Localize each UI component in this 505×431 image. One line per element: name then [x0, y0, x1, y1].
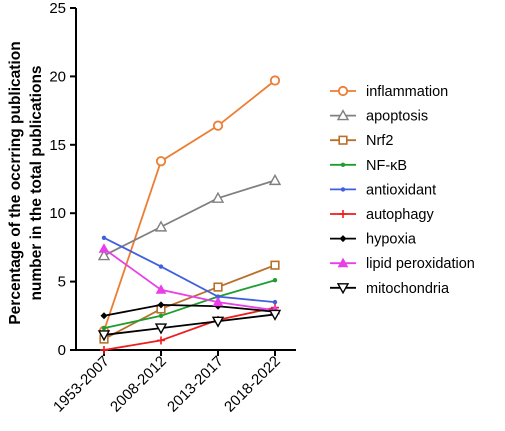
legend-label: lipid peroxidation — [366, 256, 475, 272]
series-nf-b — [101, 278, 278, 331]
legend-marker — [339, 210, 347, 218]
y-axis-label-line-1: Percentage of the occrring publication — [7, 41, 24, 324]
y-tick-label: 15 — [49, 137, 66, 154]
legend-item: apoptosis — [330, 109, 428, 125]
data-point — [268, 309, 282, 321]
data-point — [154, 323, 168, 335]
series-layer — [97, 75, 282, 354]
series-line — [103, 313, 276, 336]
series-line — [103, 303, 276, 317]
legend-item: NF-κB — [330, 158, 407, 174]
data-point — [155, 284, 167, 294]
series-apoptosis — [97, 173, 282, 261]
data-point — [97, 330, 111, 342]
series-line — [103, 179, 276, 257]
legend-marker — [340, 162, 346, 167]
data-point — [212, 120, 224, 131]
data-point — [270, 260, 280, 270]
data-point — [269, 75, 281, 86]
series-lipid-peroxidation — [98, 243, 281, 315]
legend-marker — [337, 257, 349, 268]
legend-label: NF-κB — [366, 158, 407, 174]
y-axis-label: Percentage of the occrring publication n… — [7, 41, 45, 324]
legend-label: hypoxia — [366, 232, 417, 248]
legend-label: inflammation — [366, 84, 448, 100]
series-antioxidant — [101, 235, 278, 305]
legend-item: Nrf2 — [330, 133, 393, 149]
series-mitochondria — [97, 309, 282, 342]
y-tick-label: 0 — [58, 342, 66, 359]
y-tick-label: 10 — [49, 205, 66, 222]
legend-label: antioxidant — [366, 182, 436, 198]
legend-item: lipid peroxidation — [330, 256, 475, 272]
legend: inflammation apoptosis Nrf2 NF-κB antioxidan… — [330, 84, 475, 297]
data-point — [157, 336, 165, 345]
data-point — [211, 316, 225, 328]
y-tick-label: 5 — [58, 274, 66, 291]
data-point — [272, 278, 278, 283]
data-point — [100, 346, 108, 354]
legend-marker — [340, 187, 346, 192]
data-point — [211, 191, 225, 203]
legend-item: mitochondria — [330, 281, 450, 297]
x-tick-label: 2018-2022 — [221, 353, 284, 416]
data-point — [101, 325, 107, 331]
data-point — [158, 313, 164, 318]
data-point — [154, 220, 168, 232]
legend-label: mitochondria — [366, 281, 450, 297]
legend-item: autophagy — [330, 207, 434, 223]
axes: 0 5 10 15 20 25 1953-20072008-20122013-2017201… — [49, 0, 296, 416]
data-point — [100, 312, 108, 320]
legend-item: inflammation — [330, 84, 448, 100]
series-line — [103, 237, 276, 304]
data-point — [212, 296, 224, 307]
data-point — [98, 243, 110, 253]
series-line — [103, 279, 276, 329]
data-point — [213, 282, 223, 292]
data-point — [272, 299, 278, 305]
series-line — [103, 79, 276, 332]
legend-marker — [336, 109, 350, 121]
legend-marker — [338, 135, 348, 145]
data-point — [155, 156, 167, 167]
legend-marker — [339, 235, 347, 243]
data-point — [158, 264, 164, 269]
x-tick-label: 1953-2007 — [50, 353, 113, 416]
legend-marker — [337, 85, 349, 97]
y-tick-label: 25 — [49, 0, 66, 17]
legend-label: Nrf2 — [366, 133, 393, 149]
legend-marker — [336, 283, 350, 295]
series-line — [103, 264, 276, 340]
data-point — [101, 235, 107, 241]
x-tick-label: 2013-2017 — [164, 353, 227, 416]
legend-label: apoptosis — [366, 109, 428, 125]
data-point — [97, 249, 111, 261]
legend-item: antioxidant — [330, 182, 436, 198]
y-axis-label-line-2: number in the total publications — [28, 65, 45, 300]
data-point — [157, 301, 165, 309]
legend-label: autophagy — [366, 207, 434, 223]
y-tick-label: 20 — [49, 68, 66, 85]
data-point — [268, 173, 282, 186]
legend-item: hypoxia — [330, 232, 417, 248]
series-line — [103, 248, 276, 312]
x-tick-label: 2008-2012 — [107, 353, 170, 416]
series-line — [103, 306, 276, 351]
